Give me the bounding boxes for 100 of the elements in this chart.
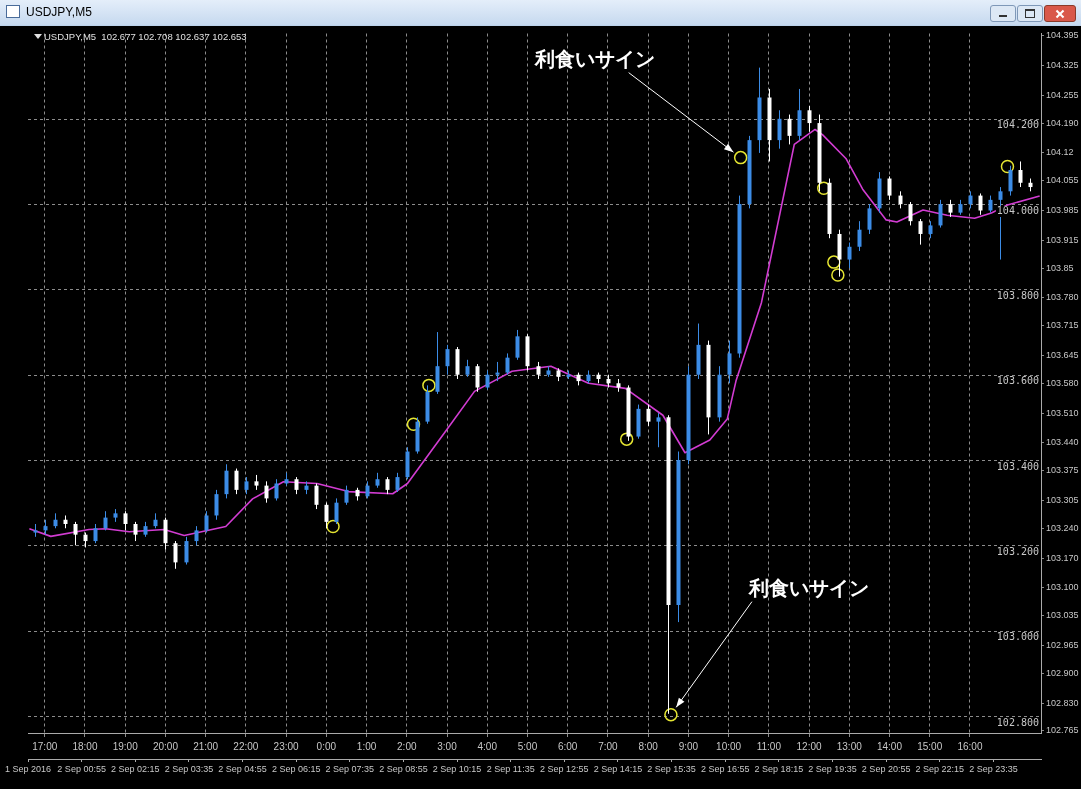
- x2-tick-label: 15:00: [917, 740, 943, 752]
- candlestick: [938, 199, 943, 229]
- point: [664, 707, 678, 722]
- y-tick-label: 104.395: [1046, 30, 1079, 41]
- x2-tick-label: 1:00: [356, 740, 377, 752]
- x2-tick-label: 9:00: [678, 740, 699, 752]
- y-tick-label: 102.830: [1046, 697, 1079, 708]
- y-tick-label: 103.85: [1046, 262, 1074, 273]
- ref-line-label: 103.600: [996, 375, 1039, 387]
- x2-tick-label: 17:00: [32, 740, 58, 752]
- point: [619, 432, 634, 446]
- y-tick-label: 104.055: [1046, 175, 1079, 186]
- y-tick-label: 103.510: [1046, 407, 1079, 418]
- candlestick: [264, 480, 269, 504]
- y-tick-label: 102.900: [1046, 667, 1079, 678]
- candlestick: [224, 463, 229, 499]
- y-tick-label: 104.190: [1046, 117, 1079, 128]
- x2-tick-label: 4:00: [477, 740, 498, 752]
- ref-line-label: 103.200: [996, 545, 1039, 557]
- y-tick-label: 103.035: [1046, 610, 1079, 621]
- x2-tick-label: 3:00: [437, 740, 458, 752]
- candlestick: [887, 175, 892, 201]
- candlestick: [978, 192, 983, 216]
- x-tick-label: 2 Sep 03:35: [164, 763, 214, 774]
- x2-tick-label: 10:00: [716, 740, 742, 752]
- y-tick-label: 103.985: [1046, 204, 1079, 215]
- x2-tick-label: 23:00: [273, 740, 300, 752]
- candlestick: [777, 109, 782, 150]
- y-tick-label: 102.965: [1046, 640, 1079, 651]
- x2-tick-label: 14:00: [876, 740, 903, 752]
- y-tick-label: 102.765: [1046, 725, 1079, 736]
- x-tick-label: 2 Sep 22:15: [915, 763, 965, 774]
- y-tick-label: 103.305: [1046, 495, 1079, 506]
- point: [422, 378, 436, 393]
- x-tick-label: 2 Sep 23:35: [969, 763, 1018, 774]
- x-tick-label: 2 Sep 00:55: [57, 763, 106, 774]
- x2-tick-label: 6:00: [557, 740, 578, 752]
- candlestick: [505, 352, 510, 376]
- y-tick-label: 103.440: [1046, 437, 1079, 448]
- x2-tick-label: 0:00: [316, 740, 337, 752]
- candlestick: [274, 478, 279, 502]
- x-tick-label: 2 Sep 10:15: [432, 763, 482, 774]
- x2-tick-label: 22:00: [233, 740, 259, 752]
- candlestick: [173, 540, 178, 570]
- x-tick-label: 2 Sep 18:15: [754, 763, 804, 774]
- x-tick-label: 2 Sep 15:35: [647, 763, 696, 774]
- candlestick: [857, 220, 862, 252]
- candlestick: [314, 482, 319, 510]
- candlestick: [918, 218, 923, 246]
- point: [326, 519, 340, 534]
- candlestick: [73, 521, 78, 546]
- y-tick-label: 104.255: [1046, 89, 1079, 100]
- x2-tick-label: 7:00: [598, 740, 619, 752]
- y-tick-label: 104.12: [1046, 147, 1074, 158]
- candlestick: [485, 369, 490, 391]
- x2-tick-label: 2:00: [397, 740, 417, 752]
- candlestick: [847, 242, 852, 269]
- x-tick-label: 2 Sep 02:15: [110, 763, 160, 774]
- chart-subtitle: USDJPY,M5 102.677 102.708 102.637 102.653: [44, 31, 247, 42]
- x-tick-label: 2 Sep 16:55: [700, 763, 750, 774]
- y-tick-label: 103.100: [1046, 582, 1079, 593]
- chart-title: USDJPY,M5: [26, 5, 92, 19]
- x2-tick-label: 16:00: [957, 740, 983, 752]
- candlestick: [123, 510, 128, 531]
- point: [831, 268, 845, 282]
- candlestick: [445, 344, 450, 376]
- x2-tick-label: 11:00: [756, 740, 782, 752]
- x-tick-label: 2 Sep 07:35: [325, 763, 375, 774]
- candlestick: [163, 517, 168, 551]
- candlestick: [867, 203, 872, 235]
- candlestick: [234, 468, 239, 495]
- candlestick: [787, 114, 792, 145]
- candlestick: [214, 489, 219, 521]
- ref-line-label: 103.400: [996, 460, 1039, 472]
- x2-tick-label: 13:00: [836, 740, 863, 752]
- candlestick: [103, 510, 108, 531]
- annotation: 利食いサイン: [747, 575, 869, 600]
- candlestick: [656, 412, 661, 448]
- candlestick: [646, 404, 651, 427]
- x-tick-label: 2 Sep 11:35: [486, 763, 535, 774]
- candlestick: [344, 485, 349, 506]
- x2-tick-label: 20:00: [152, 740, 179, 752]
- y-tick-label: 103.715: [1046, 320, 1079, 331]
- candlestick: [475, 363, 480, 393]
- y-tick-label: 103.915: [1046, 234, 1079, 245]
- point: [733, 150, 748, 165]
- candlestick: [194, 525, 199, 546]
- candlestick: [1018, 160, 1023, 188]
- x-tick-label: 2 Sep 08:55: [379, 763, 428, 774]
- candlestick: [807, 105, 812, 133]
- x2-tick-label: 18:00: [72, 740, 98, 752]
- x-tick-label: 2 Sep 06:15: [271, 763, 321, 774]
- y-tick-label: 103.780: [1046, 292, 1079, 303]
- candlestick: [133, 521, 138, 542]
- x2-tick-label: 5:00: [517, 740, 538, 752]
- candlestick: [184, 536, 189, 566]
- candlestick: [204, 510, 209, 534]
- point: [827, 255, 841, 269]
- y-tick-label: 103.580: [1046, 377, 1079, 388]
- candlestick: [515, 329, 520, 361]
